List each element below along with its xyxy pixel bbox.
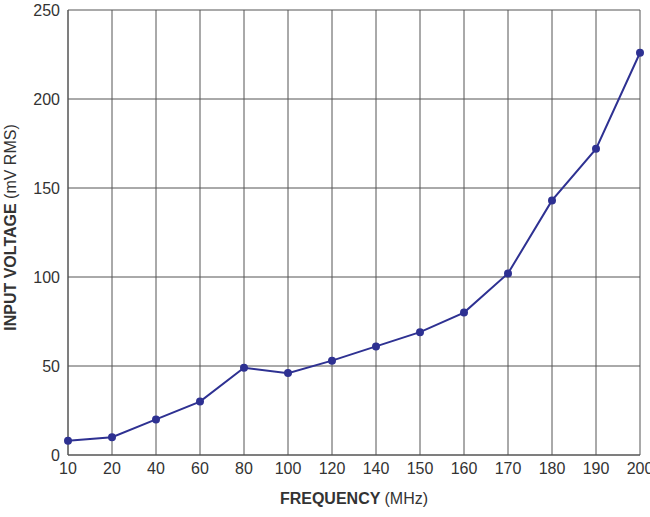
svg-text:20: 20 <box>103 460 121 477</box>
svg-text:60: 60 <box>191 460 209 477</box>
svg-text:120: 120 <box>319 460 346 477</box>
svg-text:50: 50 <box>42 358 60 375</box>
svg-text:150: 150 <box>407 460 434 477</box>
svg-text:250: 250 <box>33 2 60 19</box>
svg-text:80: 80 <box>235 460 253 477</box>
svg-text:160: 160 <box>451 460 478 477</box>
svg-text:200: 200 <box>33 91 60 108</box>
svg-text:190: 190 <box>583 460 610 477</box>
svg-text:40: 40 <box>147 460 165 477</box>
svg-text:100: 100 <box>33 269 60 286</box>
html-text:(mV RMS): (mV RMS) <box>2 124 19 199</box>
svg-text:0: 0 <box>51 447 60 464</box>
svg-text:100: 100 <box>275 460 302 477</box>
svg-text:200: 200 <box>627 460 642 477</box>
svg-text:170: 170 <box>495 460 522 477</box>
svg-text:10: 10 <box>59 460 77 477</box>
svg-text:150: 150 <box>33 180 60 197</box>
html-text:INPUT VOLTAGE: INPUT VOLTAGE <box>2 198 19 331</box>
svg-text:140: 140 <box>363 460 390 477</box>
html-text:FREQUENCY (MHz): FREQUENCY (MHz) <box>279 490 429 507</box>
svg-text:180: 180 <box>539 460 566 477</box>
